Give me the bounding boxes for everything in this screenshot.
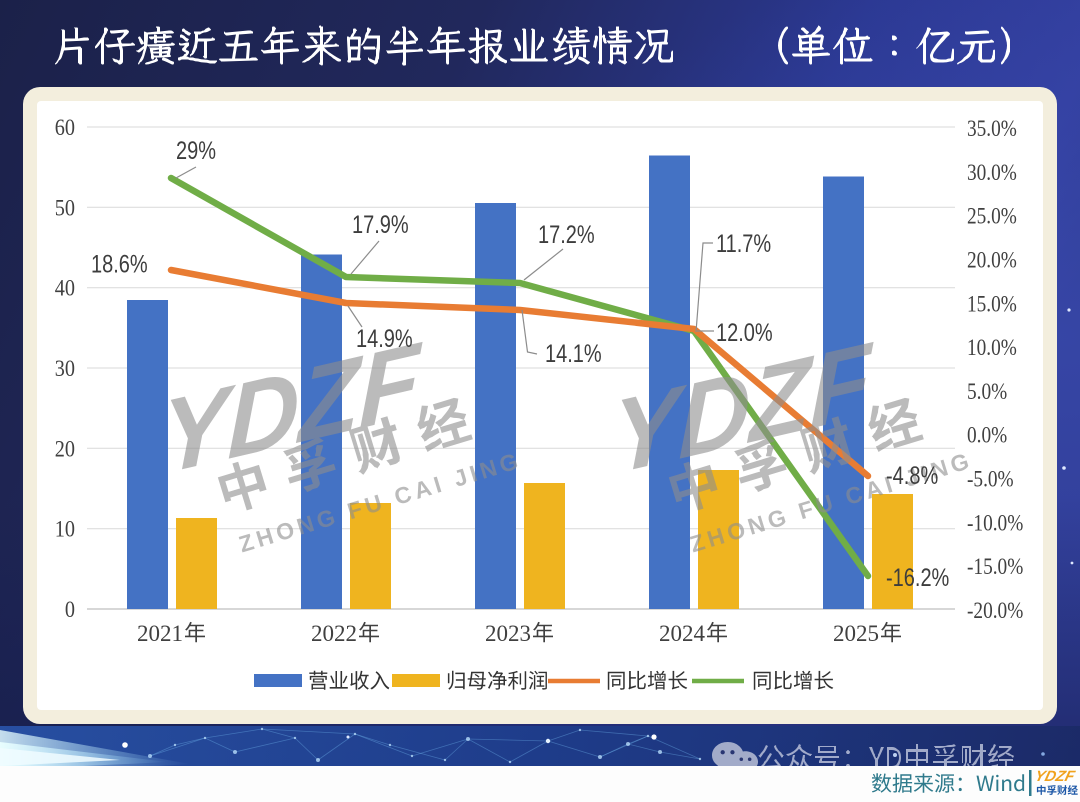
svg-text:29%: 29%	[176, 137, 216, 165]
svg-text:10: 10	[55, 517, 75, 542]
svg-text:20.0%: 20.0%	[967, 247, 1017, 273]
svg-text:2024: 2024	[659, 621, 706, 646]
svg-text:YDZF: YDZF	[1033, 768, 1077, 785]
svg-text:5.0%: 5.0%	[967, 378, 1007, 404]
svg-text:-15.0%: -15.0%	[967, 554, 1023, 580]
svg-text:12.0%: 12.0%	[716, 319, 773, 347]
svg-text:2021: 2021	[137, 621, 183, 646]
svg-text:2022: 2022	[311, 621, 357, 646]
svg-text:40: 40	[55, 276, 75, 301]
svg-text:0.0%: 0.0%	[967, 422, 1007, 448]
svg-text:17.9%: 17.9%	[352, 211, 409, 239]
svg-text:-10.0%: -10.0%	[967, 510, 1023, 536]
svg-text:-5.0%: -5.0%	[967, 466, 1014, 492]
svg-text:-4.8%: -4.8%	[886, 462, 938, 490]
svg-text:17.2%: 17.2%	[538, 221, 595, 249]
svg-text:11.7%: 11.7%	[716, 230, 771, 258]
svg-text:-20.0%: -20.0%	[967, 597, 1023, 623]
svg-text:14.1%: 14.1%	[545, 340, 602, 368]
svg-text:2025: 2025	[833, 621, 879, 646]
svg-text:-16.2%: -16.2%	[886, 564, 949, 592]
svg-text:25.0%: 25.0%	[967, 203, 1017, 229]
svg-text:50: 50	[55, 195, 75, 220]
svg-text:35.0%: 35.0%	[967, 115, 1017, 141]
svg-text:18.6%: 18.6%	[91, 250, 148, 278]
svg-text:0: 0	[65, 597, 75, 622]
svg-text:20: 20	[55, 436, 75, 461]
svg-text:14.9%: 14.9%	[356, 325, 413, 353]
svg-text:30.0%: 30.0%	[967, 159, 1017, 185]
svg-text:30: 30	[55, 356, 75, 381]
svg-text:15.0%: 15.0%	[967, 291, 1017, 317]
svg-text:10.0%: 10.0%	[967, 335, 1017, 361]
svg-text:2023: 2023	[485, 621, 531, 646]
svg-text:60: 60	[55, 115, 75, 140]
